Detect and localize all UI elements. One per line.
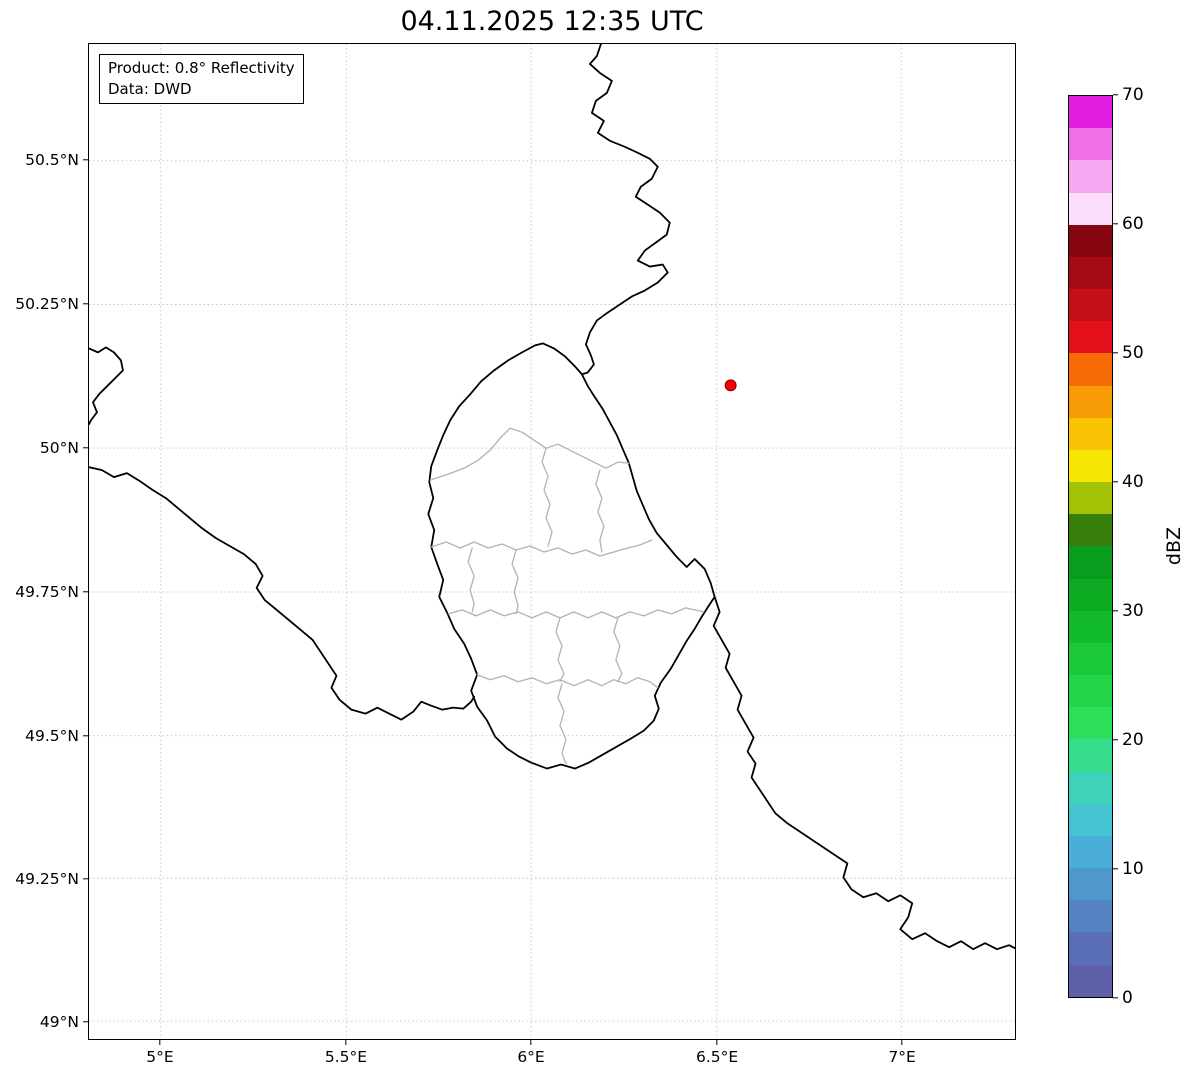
colorbar-band: [1069, 289, 1112, 322]
info-box: Product: 0.8° Reflectivity Data: DWD: [99, 54, 304, 105]
luxembourg-canton-boundary: [595, 469, 605, 553]
border-belgium-germany: [581, 44, 671, 376]
map-svg: [89, 44, 1015, 1039]
border-givet-salient: [89, 346, 124, 426]
colorbar-band: [1069, 449, 1112, 483]
luxembourg-canton-boundary: [447, 607, 705, 619]
colorbar-band: [1069, 675, 1112, 708]
colorbar: [1068, 95, 1113, 998]
y-tick-label: 49°N: [39, 1013, 79, 1032]
colorbar-band: [1069, 128, 1112, 161]
x-tick-mark: [345, 1040, 347, 1045]
y-tick-label: 49.75°N: [15, 583, 79, 602]
colorbar-band: [1069, 96, 1112, 129]
x-tick-mark: [159, 1040, 161, 1045]
y-tick-label: 49.5°N: [25, 727, 79, 745]
colorbar-band: [1069, 482, 1112, 515]
colorbar-tick-mark: [1113, 868, 1118, 870]
colorbar-tick-mark: [1113, 997, 1118, 999]
colorbar-band: [1069, 642, 1112, 676]
y-tick-mark: [83, 303, 88, 305]
luxembourg-canton-boundary: [613, 617, 623, 683]
info-box-data-line: Data: DWD: [108, 79, 192, 98]
colorbar-tick-label: 50: [1122, 342, 1144, 363]
colorbar-tick-label: 60: [1122, 214, 1144, 235]
y-tick-mark: [83, 159, 88, 161]
border-belgium-france: [89, 466, 476, 721]
colorbar-band: [1069, 868, 1112, 901]
colorbar-tick-label: 30: [1122, 600, 1144, 621]
x-tick-label: 5.5°E: [324, 1048, 368, 1066]
colorbar-band: [1069, 739, 1112, 772]
colorbar-tick-label: 70: [1122, 85, 1144, 105]
colorbar-band: [1069, 610, 1112, 643]
colorbar-band: [1069, 224, 1112, 257]
border-france-germany: [712, 595, 1015, 951]
colorbar-tick-label: 0: [1122, 988, 1133, 1008]
luxembourg-canton-boundary: [430, 539, 653, 557]
luxembourg-canton-boundary: [511, 549, 519, 615]
y-tick-label: 50.5°N: [25, 150, 79, 169]
y-tick-mark: [83, 878, 88, 880]
colorbar-band: [1069, 192, 1112, 225]
luxembourg-canton-boundary: [541, 447, 553, 547]
luxembourg-canton-boundary: [557, 683, 567, 765]
colorbar-band: [1069, 417, 1112, 450]
colorbar-band: [1069, 578, 1112, 611]
info-box-product-line: Product: 0.8° Reflectivity: [108, 59, 295, 77]
y-tick-mark: [83, 447, 88, 449]
x-tick-mark: [716, 1040, 718, 1045]
colorbar-bands: [1069, 96, 1112, 997]
map-area: Product: 0.8° Reflectivity Data: DWD: [88, 43, 1016, 1040]
luxembourg-canton-boundary: [429, 427, 630, 481]
colorbar-band: [1069, 353, 1112, 386]
border-luxembourg: [427, 342, 716, 770]
colorbar-tick-mark: [1113, 481, 1118, 483]
y-tick-mark: [83, 591, 88, 593]
colorbar-band: [1069, 707, 1112, 740]
luxembourg-canton-boundary: [476, 674, 659, 689]
luxembourg-canton-boundary: [467, 547, 475, 613]
y-tick-label: 50°N: [39, 438, 79, 457]
colorbar-band: [1069, 256, 1112, 290]
colorbar-tick-label: 20: [1122, 730, 1144, 750]
colorbar-tick-mark: [1113, 94, 1118, 96]
colorbar-band: [1069, 771, 1112, 804]
y-tick-label: 49.25°N: [15, 869, 79, 888]
x-tick-mark: [901, 1040, 903, 1045]
colorbar-tick-label: 10: [1122, 858, 1144, 879]
colorbar-tick-mark: [1113, 223, 1118, 225]
colorbar-band: [1069, 321, 1112, 354]
colorbar-band: [1069, 160, 1112, 193]
colorbar-band: [1069, 835, 1112, 869]
colorbar-tick-label: 40: [1122, 472, 1144, 493]
colorbar-tick-mark: [1113, 610, 1118, 612]
colorbar-band: [1069, 964, 1112, 997]
x-tick-label: 6°E: [517, 1048, 545, 1066]
colorbar-band: [1069, 385, 1112, 418]
radar-marker: [724, 379, 737, 392]
colorbar-band: [1069, 803, 1112, 836]
colorbar-tick-mark: [1113, 739, 1118, 741]
colorbar-band: [1069, 546, 1112, 579]
x-tick-label: 6.5°E: [695, 1048, 739, 1066]
colorbar-band: [1069, 932, 1112, 965]
luxembourg-canton-boundary: [555, 617, 565, 683]
colorbar-tick-mark: [1113, 352, 1118, 354]
colorbar-band: [1069, 514, 1112, 547]
y-tick-mark: [83, 735, 88, 737]
gridlines: [89, 44, 1015, 1039]
colorbar-band: [1069, 900, 1112, 933]
colorbar-label: dBZ: [1163, 526, 1185, 566]
plot-title: 04.11.2025 12:35 UTC: [400, 6, 704, 37]
x-tick-label: 7°E: [888, 1048, 916, 1066]
y-tick-mark: [83, 1021, 88, 1023]
y-tick-label: 50.25°N: [15, 295, 79, 313]
x-tick-label: 5°E: [146, 1048, 174, 1066]
x-tick-mark: [530, 1040, 532, 1045]
